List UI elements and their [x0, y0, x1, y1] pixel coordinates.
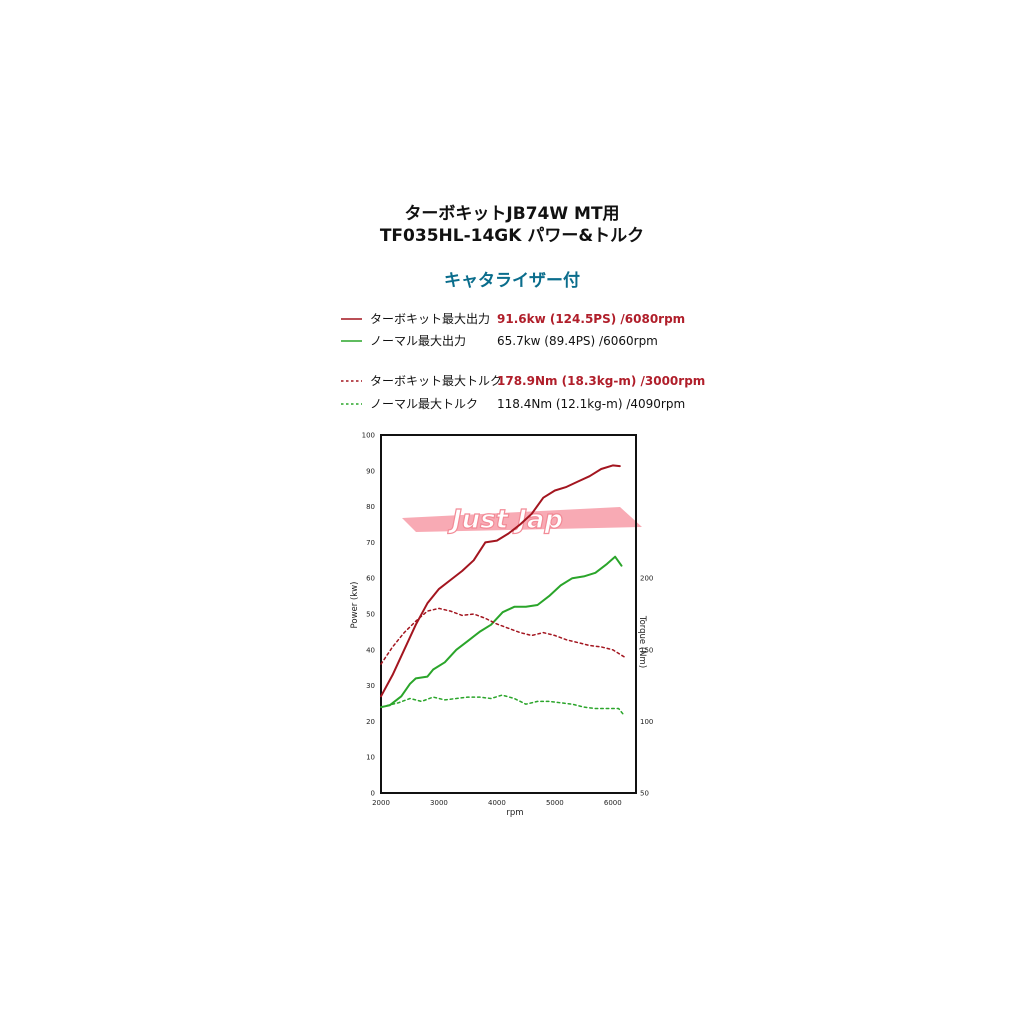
series-line-1 — [380, 555, 623, 709]
watermark-text: Just Jap — [447, 505, 563, 535]
y-left-tick-label: 100 — [362, 432, 375, 440]
x-tick-label: 6000 — [604, 799, 622, 807]
legend-label: ノーマル最大出力 — [370, 334, 467, 348]
y-left-tick-label: 40 — [366, 646, 375, 654]
series-line-3 — [386, 694, 626, 717]
y-left-tick-label: 50 — [366, 611, 375, 619]
legend-value: 118.4Nm (12.1kg-m) /4090rpm — [497, 397, 686, 411]
y-left-tick-label: 20 — [366, 718, 375, 726]
legend-line-turbo-torque — [341, 380, 362, 382]
legend-value: 65.7kw (89.4PS) /6060rpm — [497, 334, 658, 348]
y-left-tick-label: 90 — [366, 467, 375, 475]
x-axis-title: rpm — [506, 808, 523, 818]
plot-frame — [380, 434, 637, 794]
legend-label: ターボキット最大トルク — [370, 374, 503, 388]
y-axis-right-title: Torque (Nm) — [637, 615, 647, 668]
y-left-tick-label: 80 — [366, 503, 375, 511]
y-left-tick-label: 10 — [366, 754, 375, 762]
watermark-logo: Just Jap — [402, 504, 642, 536]
y-left-tick-label: 30 — [366, 682, 375, 690]
legend-line-normal-power — [341, 340, 362, 342]
y-left-tick-label: 0 — [371, 790, 375, 798]
y-right-tick-label: 150 — [640, 646, 653, 654]
series-line-2 — [380, 607, 626, 665]
legend-value: 178.9Nm (18.3kg-m) /3000rpm — [497, 374, 706, 388]
y-axis-left-title: Power (kw) — [350, 582, 360, 629]
x-tick-label: 5000 — [546, 799, 564, 807]
chart-title-line2: TF035HL-14GK パワー&トルク — [379, 226, 645, 246]
legend-value: 91.6kw (124.5PS) /6080rpm — [497, 312, 686, 326]
y-left-tick-label: 60 — [366, 575, 375, 583]
legend-line-normal-torque — [341, 403, 362, 405]
series-line-0 — [380, 464, 621, 698]
legend-label: ターボキット最大出力 — [370, 312, 491, 326]
x-tick-label: 4000 — [488, 799, 506, 807]
y-right-tick-label: 50 — [640, 790, 649, 798]
x-tick-label: 3000 — [430, 799, 448, 807]
legend-line-turbo-power — [341, 318, 362, 320]
y-right-tick-label: 100 — [640, 718, 653, 726]
x-tick-label: 2000 — [372, 799, 390, 807]
chart-title-line1: ターボキットJB74W MT用 — [404, 204, 620, 224]
chart-subtitle: キャタライザー付 — [444, 271, 580, 291]
y-right-tick-label: 200 — [640, 575, 653, 583]
legend-label: ノーマル最大トルク — [370, 397, 479, 411]
y-left-tick-label: 70 — [366, 539, 375, 547]
